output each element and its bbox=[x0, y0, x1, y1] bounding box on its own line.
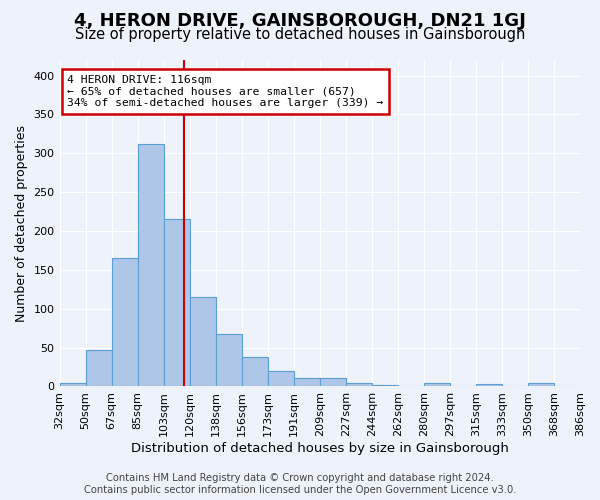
Bar bbox=[112, 258, 137, 386]
Bar bbox=[372, 385, 398, 386]
Text: 4, HERON DRIVE, GAINSBOROUGH, DN21 1GJ: 4, HERON DRIVE, GAINSBOROUGH, DN21 1GJ bbox=[74, 12, 526, 30]
Bar bbox=[294, 378, 320, 386]
Bar bbox=[242, 357, 268, 386]
Bar bbox=[320, 378, 346, 386]
Bar bbox=[424, 384, 450, 386]
Text: Contains HM Land Registry data © Crown copyright and database right 2024.
Contai: Contains HM Land Registry data © Crown c… bbox=[84, 474, 516, 495]
Bar bbox=[164, 220, 190, 386]
Bar bbox=[346, 382, 372, 386]
Bar bbox=[86, 350, 112, 387]
Bar bbox=[476, 384, 502, 386]
Text: 4 HERON DRIVE: 116sqm
← 65% of detached houses are smaller (657)
34% of semi-det: 4 HERON DRIVE: 116sqm ← 65% of detached … bbox=[67, 74, 383, 108]
X-axis label: Distribution of detached houses by size in Gainsborough: Distribution of detached houses by size … bbox=[131, 442, 509, 455]
Bar bbox=[137, 144, 164, 386]
Y-axis label: Number of detached properties: Number of detached properties bbox=[15, 124, 28, 322]
Bar bbox=[528, 384, 554, 386]
Bar bbox=[215, 334, 242, 386]
Bar bbox=[268, 371, 294, 386]
Bar bbox=[59, 382, 86, 386]
Bar bbox=[190, 297, 215, 386]
Text: Size of property relative to detached houses in Gainsborough: Size of property relative to detached ho… bbox=[75, 28, 525, 42]
